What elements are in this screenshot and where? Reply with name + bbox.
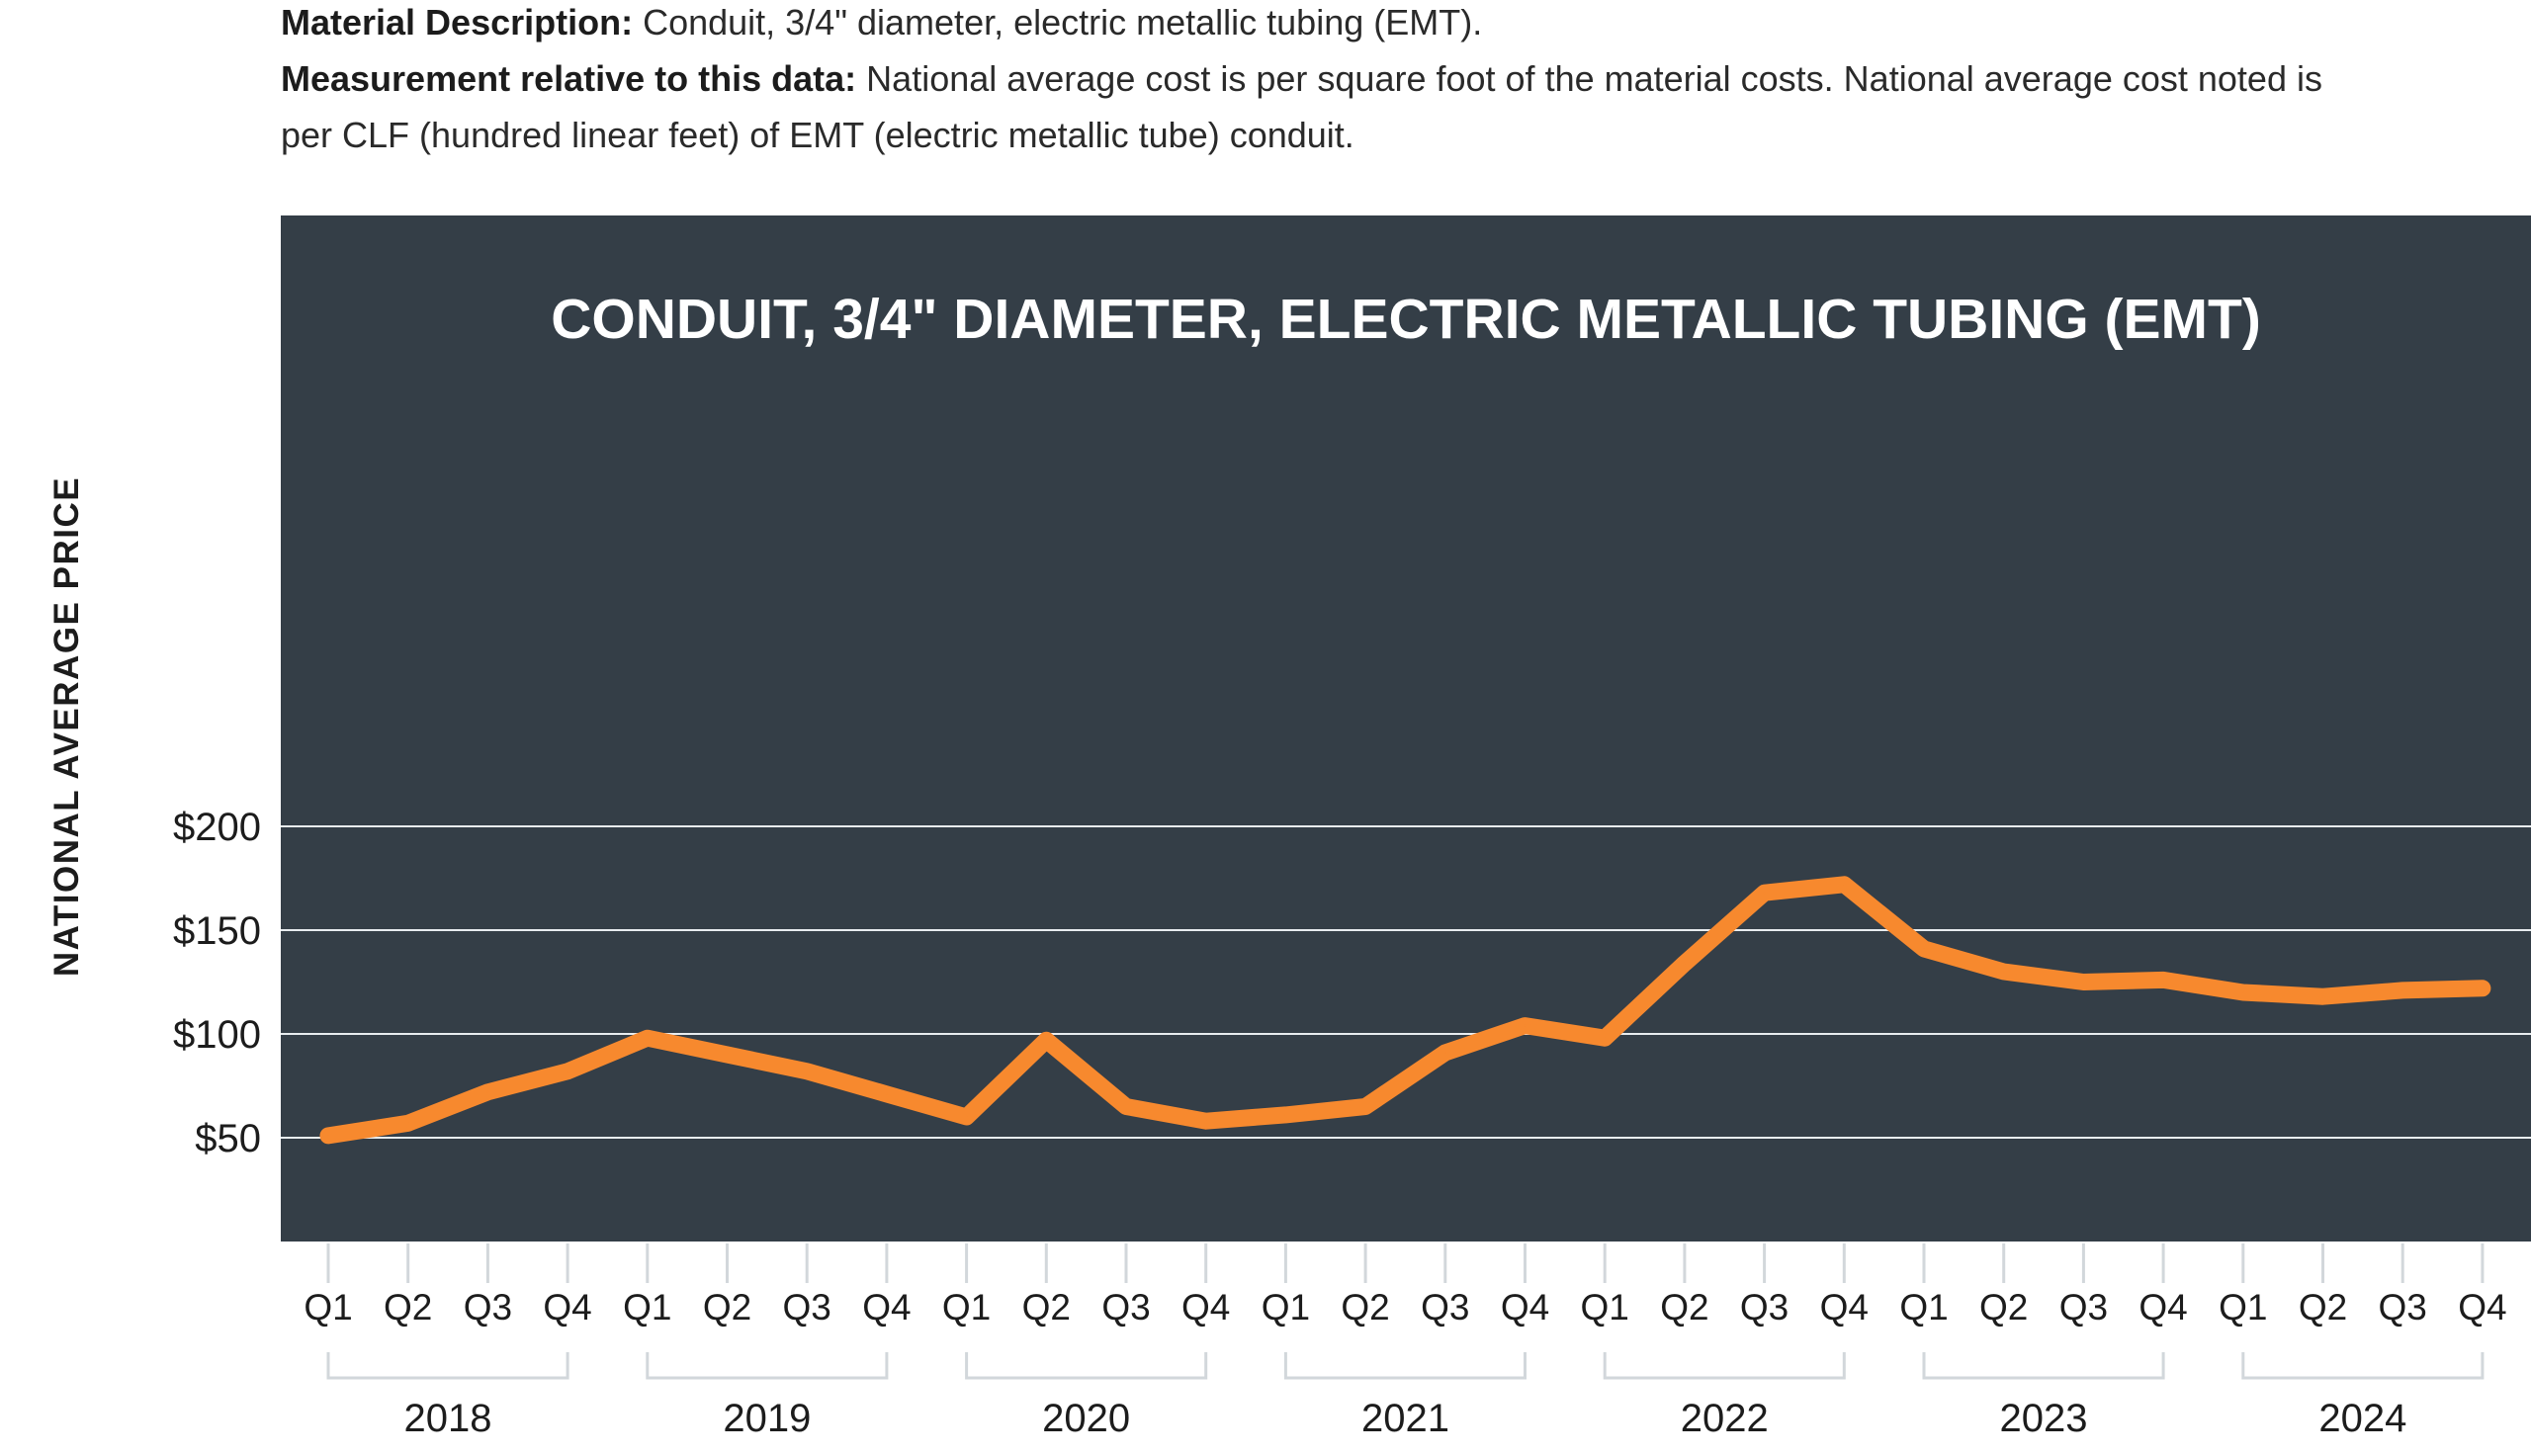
year-bracket — [646, 1352, 889, 1380]
material-text: Conduit, 3/4" diameter, electric metalli… — [633, 2, 1483, 43]
x-tick-label: Q4 — [1820, 1287, 1869, 1328]
series-line — [319, 876, 2491, 1145]
chart-title: CONDUIT, 3/4" DIAMETER, ELECTRIC METALLI… — [551, 288, 2261, 351]
x-tick-label: Q3 — [783, 1287, 831, 1328]
year-label: 2018 — [404, 1397, 492, 1440]
measurement-text-2: per CLF (hundred linear feet) of EMT (el… — [281, 115, 1354, 155]
x-tick-label: Q1 — [2219, 1287, 2267, 1328]
x-tick-label: Q4 — [1181, 1287, 1230, 1328]
measurement-label: Measurement relative to this data: — [281, 58, 857, 99]
x-tick-label: Q2 — [384, 1287, 432, 1328]
x-tick-label: Q1 — [1899, 1287, 1948, 1328]
x-tick-label: Q3 — [464, 1287, 512, 1328]
year-label: 2024 — [2318, 1397, 2406, 1440]
data-point — [965, 1116, 968, 1118]
x-tick-label: Q3 — [2379, 1287, 2427, 1328]
data-point — [1763, 892, 1766, 895]
data-point — [1604, 1037, 1607, 1040]
measurement-description-cont: per CLF (hundred linear feet) of EMT (el… — [281, 107, 1354, 163]
data-point — [1443, 1051, 1446, 1054]
x-tick-label: Q1 — [1262, 1287, 1310, 1328]
x-tick-label: Q1 — [623, 1287, 671, 1328]
x-tick-label: Q3 — [1740, 1287, 1789, 1328]
data-point — [1683, 962, 1686, 965]
x-tick-label: Q2 — [1979, 1287, 2028, 1328]
x-tick-label: Q1 — [942, 1287, 991, 1328]
data-point — [327, 1134, 329, 1137]
year-label: 2019 — [723, 1397, 811, 1440]
x-tick-label: Q4 — [862, 1287, 911, 1328]
data-point — [806, 1070, 809, 1072]
data-point — [2002, 971, 2005, 973]
x-tick-label: Q4 — [2458, 1287, 2506, 1328]
x-tick-label: Q2 — [1660, 1287, 1708, 1328]
year-label: 2023 — [2000, 1397, 2088, 1440]
x-tick-label: Q2 — [1341, 1287, 1389, 1328]
y-tick-label: $100 — [173, 1013, 261, 1057]
data-point — [406, 1122, 409, 1125]
data-point — [2241, 991, 2244, 993]
data-point — [2481, 986, 2484, 989]
data-point — [885, 1092, 888, 1095]
data-point — [2401, 988, 2404, 991]
year-bracket — [965, 1352, 1208, 1380]
material-label: Material Description: — [281, 2, 634, 43]
data-point — [1364, 1105, 1367, 1108]
data-point — [1125, 1105, 1127, 1108]
data-point — [1923, 947, 1925, 950]
measurement-text-1: National average cost is per square foot… — [856, 58, 2322, 99]
x-tick-label: Q2 — [2299, 1287, 2347, 1328]
year-bracket — [1922, 1352, 2165, 1380]
year-label: 2022 — [1681, 1397, 1769, 1440]
series-layer — [319, 876, 2491, 1145]
x-tick-label: Q2 — [703, 1287, 751, 1328]
data-point — [646, 1037, 649, 1040]
year-groups: 2018 2019 2020 2021 2022 2023 2024 — [326, 1352, 2485, 1440]
year-bracket — [2241, 1352, 2485, 1380]
x-tick-label: Q3 — [1421, 1287, 1469, 1328]
data-point — [1843, 883, 1846, 886]
x-tick-label: Q4 — [543, 1287, 591, 1328]
data-point — [486, 1090, 489, 1093]
x-tick-label: Q4 — [2138, 1287, 2187, 1328]
data-point — [2082, 981, 2085, 984]
measurement-description: Measurement relative to this data: Natio… — [281, 50, 2322, 107]
data-point — [2321, 995, 2324, 998]
x-tick-label: Q4 — [1501, 1287, 1549, 1328]
y-tick-label: $200 — [173, 806, 261, 849]
data-point — [1204, 1120, 1207, 1123]
data-point — [1284, 1113, 1287, 1116]
y-axis-ticks: $50 $100 $150 $200 — [173, 806, 261, 1160]
y-tick-label: $50 — [195, 1117, 261, 1160]
gridlines — [281, 825, 2531, 1139]
data-point — [726, 1054, 729, 1056]
x-axis-ticks: Q1 Q2 Q3 Q4 Q1 Q2 Q3 Q4 Q1 Q2 Q3 Q4 Q1 Q2 Q3 Q4 Q1 Q2 Q3 Q4… — [304, 1243, 2507, 1328]
x-tick-label: Q3 — [1101, 1287, 1150, 1328]
data-point — [2162, 979, 2165, 982]
year-bracket — [1603, 1352, 1846, 1380]
data-point — [1045, 1039, 1048, 1042]
data-point — [1524, 1024, 1527, 1027]
year-label: 2021 — [1361, 1397, 1449, 1440]
data-point — [567, 1070, 569, 1072]
x-tick-label: Q1 — [304, 1287, 352, 1328]
x-tick-label: Q2 — [1022, 1287, 1071, 1328]
material-description: Material Description: Conduit, 3/4" diam… — [281, 0, 1482, 50]
year-bracket — [326, 1352, 569, 1380]
x-tick-label: Q3 — [2059, 1287, 2108, 1328]
year-label: 2020 — [1042, 1397, 1130, 1440]
y-tick-label: $150 — [173, 909, 261, 953]
x-tick-label: Q1 — [1581, 1287, 1629, 1328]
year-bracket — [1283, 1352, 1527, 1380]
